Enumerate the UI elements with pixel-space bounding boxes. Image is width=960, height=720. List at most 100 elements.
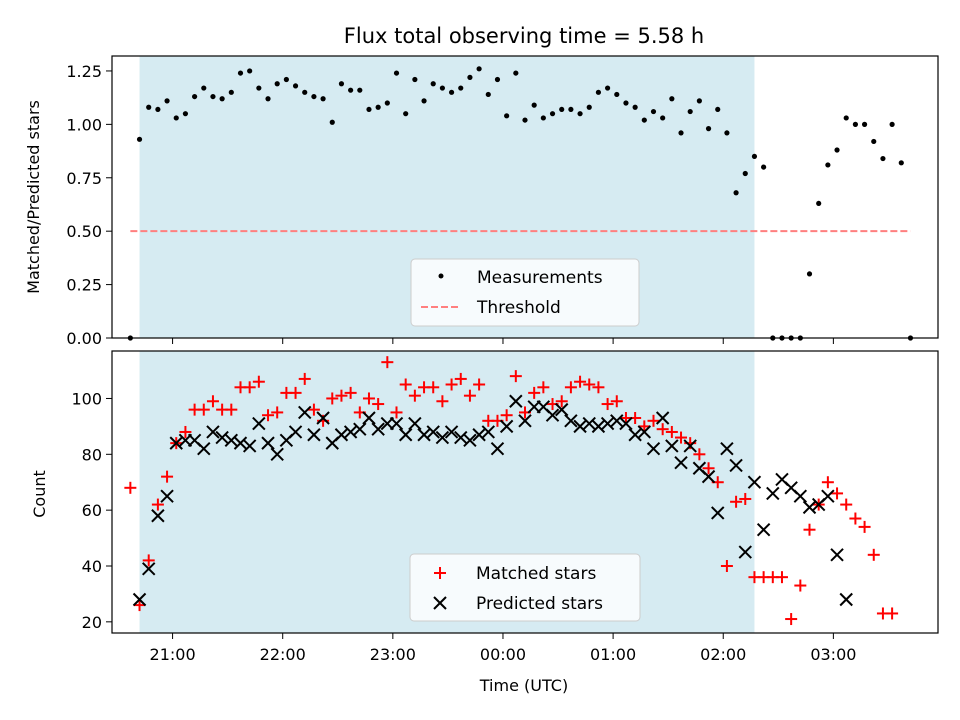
measurement-point bbox=[660, 115, 666, 121]
predicted-star-point bbox=[353, 422, 367, 436]
predicted-star-point bbox=[555, 402, 569, 417]
matched-star-point bbox=[656, 423, 669, 436]
predicted-star-point bbox=[720, 442, 734, 456]
matched-star-point bbox=[803, 523, 816, 536]
matched-star-point bbox=[262, 409, 275, 422]
predicted-star-point bbox=[215, 430, 229, 445]
predicted-star-point bbox=[435, 430, 450, 445]
ratio-legend: Measurements Threshold bbox=[410, 258, 640, 327]
predicted-star-point bbox=[343, 425, 358, 439]
predicted-star-point bbox=[160, 489, 174, 503]
chart-title: Flux total observing time = 5.58 h bbox=[344, 24, 704, 48]
measurement-point bbox=[751, 153, 758, 160]
ratio-y-tick-label: 1.25 bbox=[66, 62, 102, 81]
predicted-star-point bbox=[142, 562, 156, 576]
matched-star-point bbox=[390, 406, 403, 419]
measurement-point bbox=[852, 121, 859, 127]
measurement-point bbox=[256, 85, 262, 91]
measurement-point bbox=[421, 98, 427, 104]
predicted-star-point bbox=[747, 475, 762, 489]
matched-star-point bbox=[849, 512, 862, 525]
matched-star-point bbox=[821, 476, 834, 489]
measurement-point bbox=[531, 102, 537, 108]
predicted-star-point bbox=[252, 416, 266, 431]
predicted-star-point bbox=[821, 489, 835, 503]
measurement-point bbox=[889, 121, 895, 127]
measurement-point bbox=[549, 111, 556, 117]
legend-threshold-label: Threshold bbox=[476, 298, 561, 318]
matched-star-point bbox=[528, 386, 541, 399]
predicted-star-point bbox=[610, 414, 624, 428]
matched-star-point bbox=[124, 481, 137, 494]
measurement-point bbox=[696, 98, 702, 104]
measurement-point bbox=[632, 104, 638, 110]
predicted-star-point bbox=[545, 408, 560, 422]
measurement-point bbox=[871, 138, 877, 145]
predicted-star-point bbox=[738, 545, 752, 559]
predicted-star-point bbox=[444, 425, 459, 439]
matched-star-point bbox=[592, 381, 605, 394]
predicted-star-point bbox=[509, 394, 523, 408]
matched-star-point bbox=[647, 414, 660, 427]
predicted-star-point bbox=[307, 428, 321, 442]
measurement-point bbox=[687, 108, 693, 115]
predicted-star-point bbox=[288, 425, 303, 439]
measurement-point bbox=[173, 115, 179, 121]
measurement-point bbox=[650, 108, 657, 115]
matched-star-point bbox=[555, 395, 568, 408]
matched-star-point bbox=[408, 389, 421, 402]
matched-star-point bbox=[206, 395, 219, 408]
measurement-point bbox=[669, 96, 675, 102]
measurement-point bbox=[329, 119, 335, 125]
measurement-point bbox=[568, 106, 574, 113]
matched-star-point bbox=[794, 579, 807, 592]
ratio-legend-box bbox=[410, 258, 640, 327]
matched-star-point bbox=[601, 398, 614, 411]
matched-star-point bbox=[463, 389, 476, 402]
counts-legend: Matched stars Predicted stars bbox=[409, 553, 641, 622]
measurement-point bbox=[458, 85, 464, 91]
measurement-point bbox=[201, 85, 207, 91]
predicted-star-point bbox=[655, 411, 670, 425]
measurement-point bbox=[247, 68, 253, 74]
predicted-star-point bbox=[417, 428, 431, 442]
predicted-star-point bbox=[518, 414, 532, 428]
predicted-star-point bbox=[463, 433, 477, 448]
measurement-point bbox=[320, 96, 326, 102]
measurement-point bbox=[586, 104, 592, 110]
matched-star-point bbox=[831, 487, 844, 500]
matched-star-point bbox=[427, 381, 440, 394]
predicted-star-point bbox=[316, 411, 330, 425]
measurement-point bbox=[898, 160, 904, 166]
matched-star-point bbox=[886, 607, 899, 620]
predicted-star-point bbox=[830, 548, 844, 562]
matched-star-point bbox=[702, 462, 715, 475]
measurement-point bbox=[605, 85, 611, 91]
predicted-star-point bbox=[637, 425, 652, 439]
matched-star-point bbox=[161, 470, 174, 483]
measurement-point bbox=[348, 87, 354, 93]
matched-star-point bbox=[372, 398, 385, 411]
measurement-point bbox=[485, 91, 491, 98]
measurement-point bbox=[237, 70, 244, 76]
matched-star-point bbox=[133, 599, 146, 612]
measurement-point bbox=[834, 147, 840, 153]
matched-star-point bbox=[142, 554, 155, 567]
measurement-point bbox=[265, 96, 271, 102]
counts-y-axis-label: Count bbox=[30, 470, 49, 518]
counts-x-tick-label: 00:00 bbox=[480, 645, 526, 664]
matched-star-point bbox=[399, 378, 412, 391]
predicted-star-point bbox=[490, 442, 505, 456]
predicted-star-point bbox=[573, 419, 587, 434]
measurement-point bbox=[274, 81, 280, 87]
measurement-point bbox=[311, 93, 317, 100]
predicted-star-point bbox=[224, 433, 239, 448]
predicted-star-point bbox=[756, 522, 771, 537]
ratio-y-tick-label: 1.00 bbox=[66, 115, 102, 134]
predicted-star-point bbox=[233, 436, 248, 450]
measurement-point bbox=[715, 106, 721, 113]
predicted-star-point bbox=[197, 442, 211, 456]
predicted-star-point bbox=[564, 414, 578, 428]
ratio-y-tick-label: 0.00 bbox=[66, 329, 102, 348]
measurement-point bbox=[816, 200, 822, 207]
